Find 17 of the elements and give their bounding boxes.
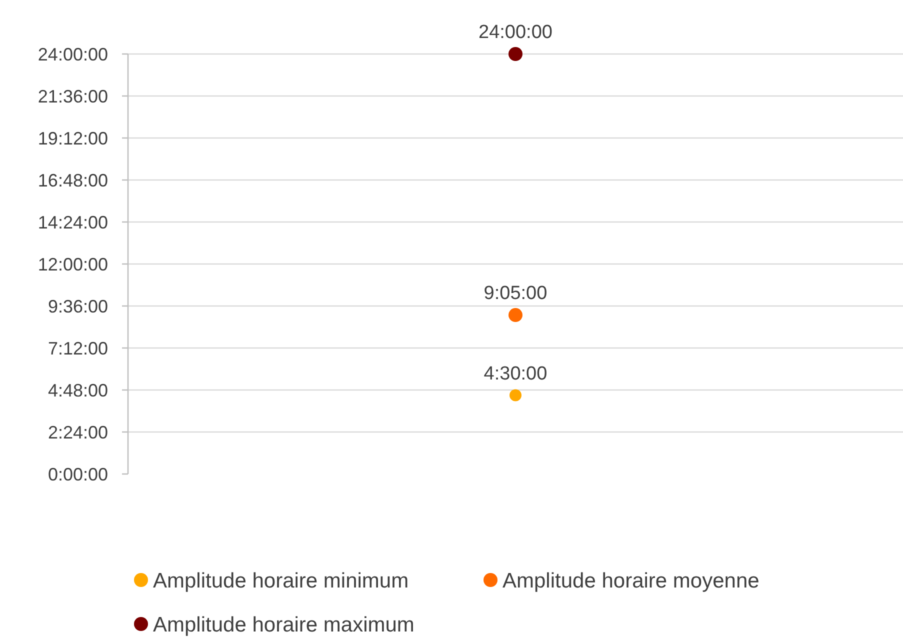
y-tick-label: 16:48:00 <box>38 170 108 190</box>
y-tick-label: 7:12:00 <box>48 338 108 358</box>
y-tick-label: 24:00:00 <box>38 44 108 64</box>
y-tick-label: 0:00:00 <box>48 464 108 484</box>
y-tick-label: 4:48:00 <box>48 380 108 400</box>
y-tick-label: 9:36:00 <box>48 296 108 316</box>
legend-label: Amplitude horaire maximum <box>153 613 414 636</box>
data-label: 4:30:00 <box>484 363 548 384</box>
legend-label: Amplitude horaire moyenne <box>502 569 760 592</box>
y-tick-label: 12:00:00 <box>38 254 108 274</box>
legend-label: Amplitude horaire minimum <box>153 569 409 592</box>
y-tick-label: 14:24:00 <box>38 212 108 232</box>
data-label: 9:05:00 <box>484 283 548 304</box>
y-tick-label: 21:36:00 <box>38 86 108 106</box>
data-label: 24:00:00 <box>478 22 552 43</box>
y-tick-label: 19:12:00 <box>38 128 108 148</box>
y-tick-label: 2:24:00 <box>48 422 108 442</box>
